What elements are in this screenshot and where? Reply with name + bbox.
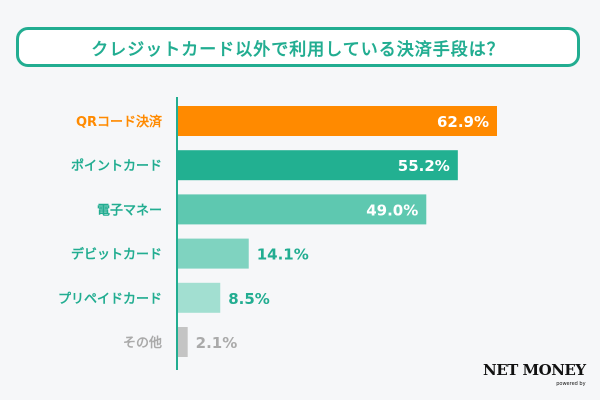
bar	[177, 238, 249, 269]
value-label: 62.9%	[437, 113, 489, 131]
category-label: ポイントカード	[71, 158, 162, 174]
chart-title: クレジットカード以外で利用している決済手段は？	[16, 27, 580, 67]
category-label: その他	[123, 335, 162, 351]
bar	[177, 106, 497, 136]
category-label: QRコード決済	[76, 114, 163, 130]
value-label: 55.2%	[398, 157, 450, 175]
bar	[177, 282, 221, 313]
value-label: 2.1%	[196, 334, 238, 352]
logo-text: NET MONEY	[483, 361, 586, 379]
value-label: 49.0%	[366, 201, 418, 219]
value-label: 8.5%	[228, 290, 270, 308]
net-money-logo: NET MONEY powered by	[483, 361, 586, 388]
value-label: 14.1%	[257, 246, 309, 264]
category-label: プリペイドカード	[58, 292, 162, 307]
category-label: デビットカード	[71, 247, 162, 263]
bar	[177, 194, 427, 225]
bar	[177, 327, 188, 357]
bar	[177, 150, 458, 181]
category-label: 電子マネー	[97, 203, 162, 218]
logo-tagline: powered by	[556, 381, 586, 387]
